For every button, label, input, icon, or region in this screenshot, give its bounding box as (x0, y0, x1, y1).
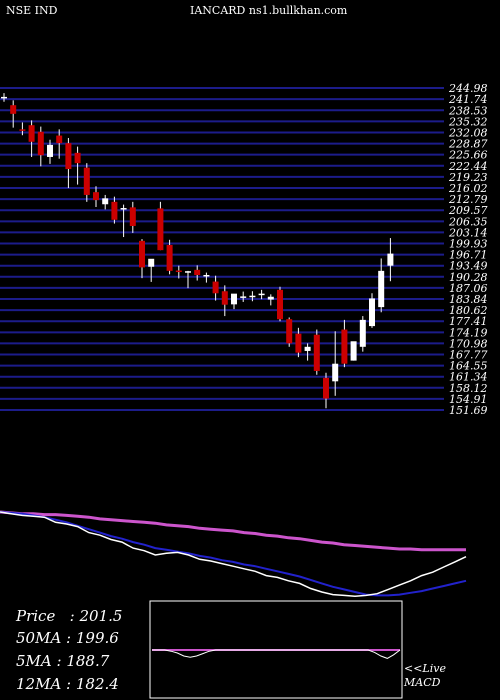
price-level-label: 187.06 (449, 282, 488, 295)
candle-bull (231, 293, 237, 305)
candle-bull (249, 295, 256, 298)
candle-bear (83, 167, 90, 195)
candle-bull (267, 296, 274, 300)
ma-mid-line (0, 511, 467, 597)
price-level-label: 154.91 (449, 393, 488, 406)
price-level-label: 235.32 (448, 115, 488, 128)
candle-bull (47, 144, 53, 157)
candle-bear (139, 240, 145, 268)
ma-price-line (0, 511, 467, 598)
candle-bull (1, 96, 7, 99)
stat-12ma: 12MA : 182.4 (16, 675, 119, 693)
stat-price: Price : 201.5 (16, 607, 123, 625)
price-level-label: 222.44 (448, 160, 488, 173)
candle-bull (378, 270, 385, 308)
price-level-label: 241.74 (448, 93, 488, 106)
candle-bear (313, 334, 320, 371)
candle-bull (359, 319, 366, 347)
stat-12ma-label: 12MA (16, 675, 62, 693)
price-level-label: 167.77 (449, 348, 488, 361)
candle-bull (369, 298, 375, 327)
stat-12ma-value: 182.4 (75, 675, 119, 693)
price-level-label: 203.14 (448, 226, 488, 239)
stat-5ma: 5MA : 188.7 (16, 652, 110, 670)
price-level-label: 193.49 (449, 260, 488, 273)
price-level-label: 177.41 (449, 315, 488, 328)
candle-bull (120, 208, 127, 210)
price-level-label: 225.66 (448, 149, 488, 162)
candle-bull (387, 253, 394, 266)
stat-price-label: Price (16, 607, 56, 625)
stat-50ma: 50MA : 199.6 (16, 629, 119, 647)
price-level-label: 219.23 (448, 171, 488, 184)
candle-bear (28, 125, 35, 142)
candle-bear (286, 319, 293, 344)
price-level-label: 180.62 (449, 304, 488, 317)
macd-panel-border (149, 600, 403, 699)
candle-bull (185, 271, 191, 273)
candle-bull (203, 275, 210, 277)
price-level-label: 206.35 (448, 215, 488, 228)
candle-bear (19, 129, 26, 131)
price-level-label: 212.79 (448, 193, 488, 206)
price-level-label: 151.69 (449, 404, 488, 417)
price-level-label: 199.93 (449, 237, 488, 250)
candle-bear (323, 377, 329, 399)
candle-bear (212, 281, 219, 294)
candle-bear (341, 329, 348, 364)
price-level-label: 209.57 (448, 204, 488, 217)
macd-label: MACD (404, 676, 441, 689)
price-level-label: 244.98 (448, 82, 488, 95)
candle-bear (157, 208, 164, 251)
stat-50ma-value: 199.6 (75, 629, 119, 647)
price-level-label: 238.53 (448, 104, 488, 117)
candle-bull (148, 258, 155, 267)
stat-price-value: 201.5 (79, 607, 123, 625)
candle-bear (194, 269, 201, 276)
candle-bear (111, 201, 118, 220)
macd-line (152, 649, 401, 659)
candle-bull (304, 346, 311, 351)
candle-bear (10, 105, 17, 114)
candle-bear (129, 207, 136, 226)
stat-5ma-label: 5MA (16, 652, 52, 670)
candle-bear (56, 135, 63, 144)
price-level-label: 161.34 (449, 371, 488, 384)
candle-bull (332, 363, 339, 382)
candle-bull (240, 296, 247, 298)
price-level-label: 196.71 (449, 249, 488, 262)
price-level-label: 232.08 (448, 127, 488, 140)
candle-bear (93, 192, 99, 201)
stat-50ma-label: 50MA (16, 629, 62, 647)
price-level-label: 170.98 (449, 337, 488, 350)
price-level-label: 190.28 (449, 271, 488, 284)
price-level-label: 164.55 (449, 360, 488, 373)
candle-bull (258, 293, 265, 296)
candle-bull (350, 341, 357, 361)
candle-bear (65, 143, 72, 170)
candle-bear (37, 131, 44, 156)
ticker-site-label: IANCARD ns1.bullkhan.com (190, 4, 348, 17)
candle-bear (277, 289, 283, 320)
candle-bear (175, 270, 182, 273)
candle-bear (295, 333, 302, 353)
ticker-exchange-label: NSE IND (6, 4, 58, 17)
candle-bear (74, 152, 81, 164)
price-level-label: 183.84 (449, 293, 488, 306)
live-link[interactable]: <<Live (404, 662, 446, 675)
price-level-label: 174.19 (449, 326, 488, 339)
candle-bear (166, 244, 173, 271)
price-level-label: 216.02 (448, 182, 488, 195)
price-level-label: 158.12 (449, 382, 488, 395)
stat-5ma-value: 188.7 (66, 652, 110, 670)
ma-long-line (0, 510, 466, 552)
candle-bear (221, 291, 228, 305)
price-level-label: 228.87 (448, 138, 488, 151)
candle-bull (102, 198, 109, 205)
